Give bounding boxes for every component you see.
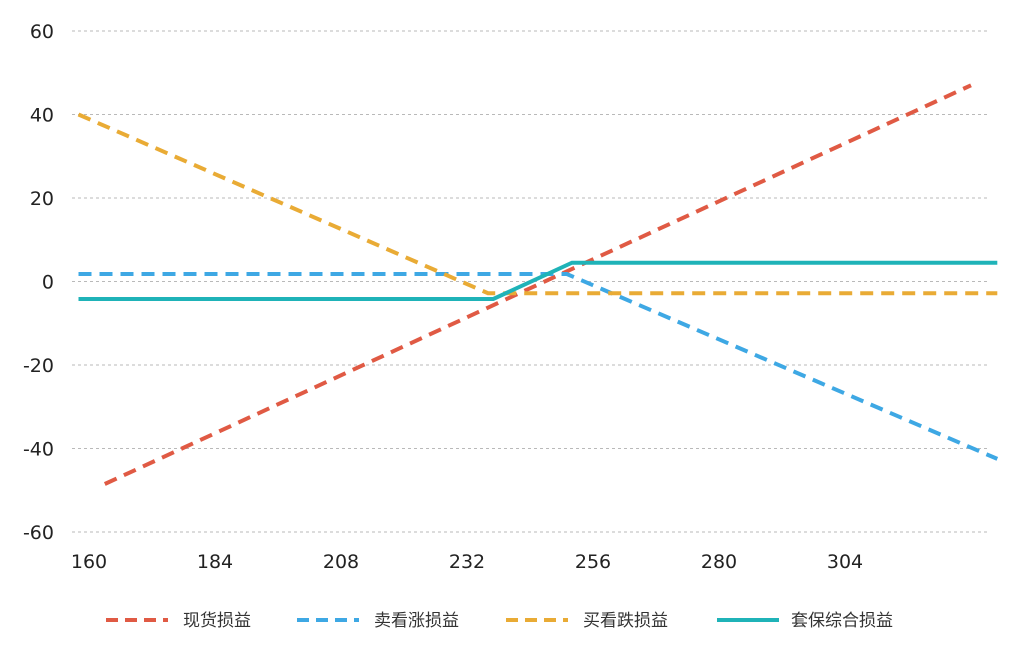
series-line-2 [77,112,998,296]
legend-label: 卖看涨损益 [374,611,459,631]
series-line-3 [78,260,998,301]
series-layer [77,83,999,486]
y-tick-label: 0 [42,272,54,294]
series-line-0 [103,83,972,486]
y-tick-label: -20 [23,355,54,377]
legend-item-3: 套保综合损益 [717,611,893,631]
x-tick-label: 184 [197,551,233,573]
y-tick-label: -60 [23,522,54,544]
tick-layer: 60 40 20 0 -20 -40 -60 160 184 208 232 256 280 304 [23,21,863,573]
series-line-1 [78,272,999,461]
legend-item-2: 买看跌损益 [506,611,668,631]
legend-label: 现货损益 [183,611,251,631]
y-tick-label: -40 [23,439,54,461]
x-tick-label: 208 [323,551,359,573]
y-tick-label: 60 [30,21,54,43]
y-tick-label: 20 [30,188,54,210]
x-tick-label: 232 [449,551,485,573]
grid-layer [72,30,988,533]
legend-item-1: 卖看涨损益 [297,611,459,631]
legend: 现货损益 卖看涨损益 买看跌损益 套保综合损益 [106,611,893,631]
x-tick-label: 160 [71,551,107,573]
legend-item-0: 现货损益 [106,611,251,631]
x-tick-label: 256 [575,551,611,573]
legend-label: 买看跌损益 [583,611,668,631]
y-tick-label: 40 [30,105,54,127]
x-tick-label: 280 [701,551,737,573]
x-tick-label: 304 [827,551,863,573]
legend-label: 套保综合损益 [791,611,893,631]
